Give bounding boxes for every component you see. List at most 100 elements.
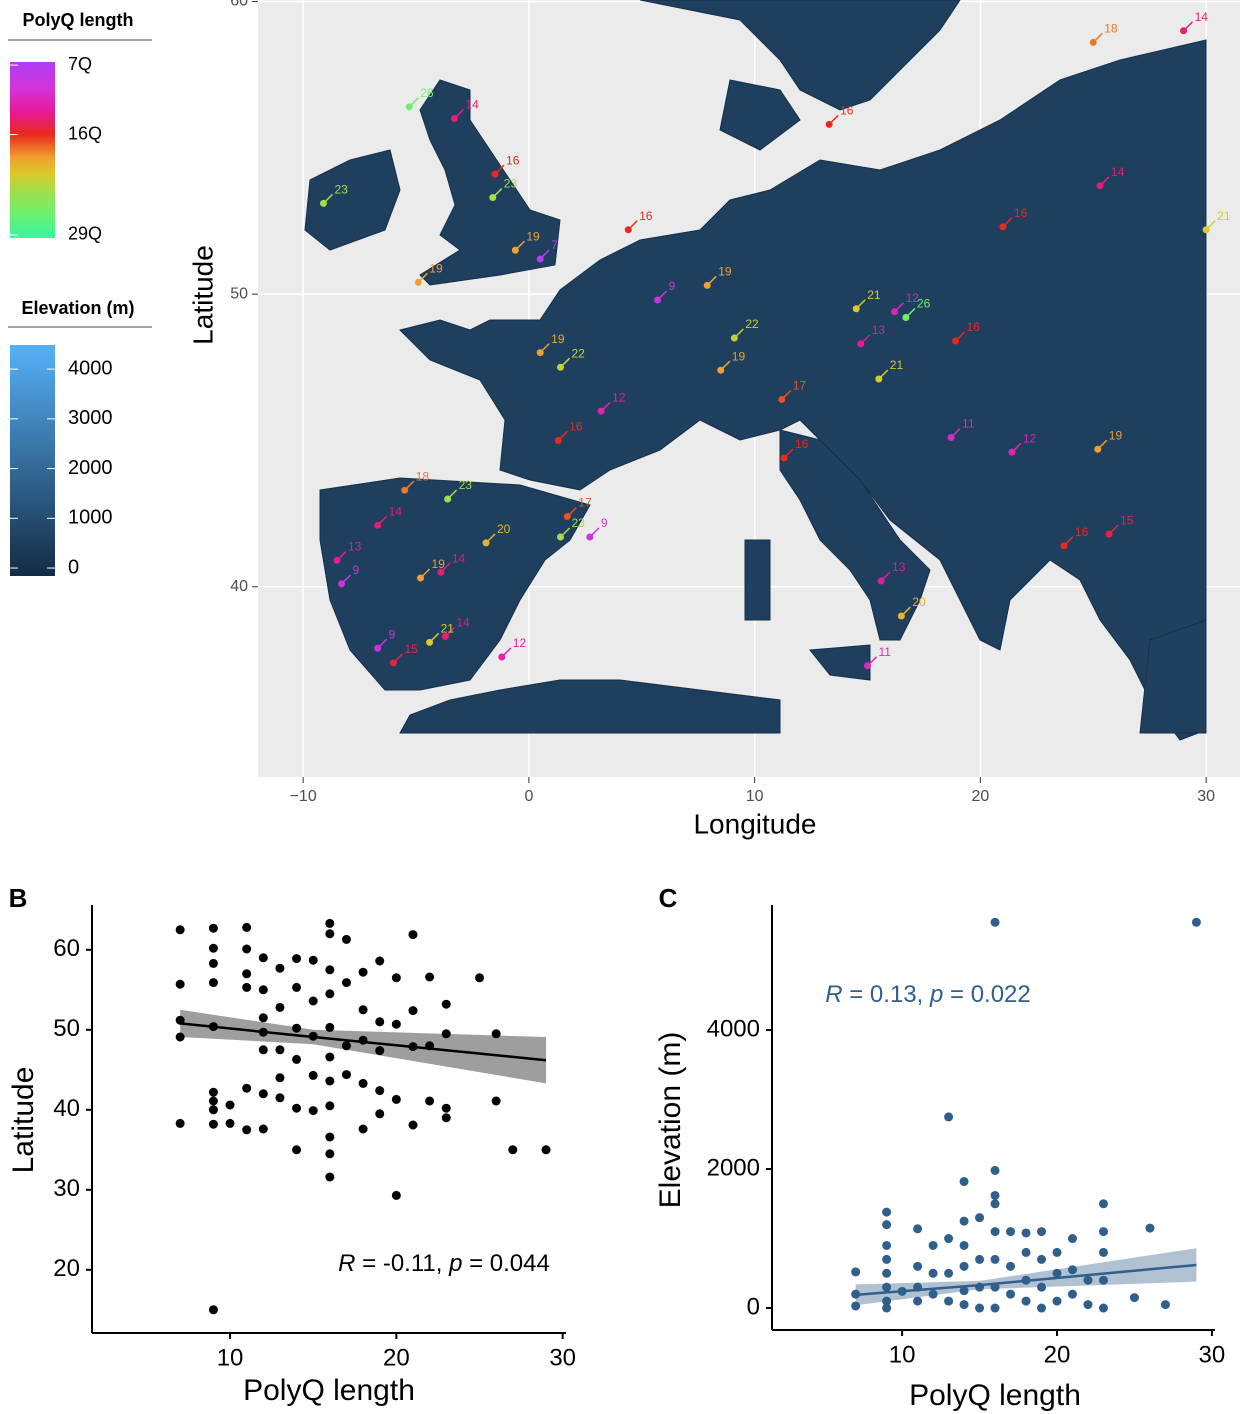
sample-point bbox=[952, 337, 959, 344]
data-point bbox=[309, 956, 318, 965]
data-point bbox=[425, 1097, 434, 1106]
polyq-label: 15 bbox=[1120, 513, 1134, 527]
data-point bbox=[442, 1104, 451, 1113]
data-point bbox=[292, 1055, 301, 1064]
data-point bbox=[1022, 1248, 1031, 1257]
data-point bbox=[275, 1003, 284, 1012]
polyq-label: 14 bbox=[389, 504, 403, 518]
data-point bbox=[991, 918, 1000, 927]
data-point bbox=[991, 1191, 1000, 1200]
data-point bbox=[325, 965, 334, 974]
y-tick-label: 30 bbox=[53, 1175, 80, 1202]
sample-point bbox=[778, 396, 785, 403]
polyq-label: 19 bbox=[429, 262, 443, 276]
sample-point bbox=[717, 367, 724, 374]
y-axis-title: Latitude bbox=[7, 1067, 40, 1174]
data-point bbox=[1068, 1265, 1077, 1274]
x-tick-label: 10 bbox=[746, 788, 764, 805]
data-point bbox=[913, 1297, 922, 1306]
data-point bbox=[242, 969, 251, 978]
data-point bbox=[929, 1269, 938, 1278]
sample-point bbox=[1097, 182, 1104, 189]
data-point bbox=[325, 1149, 334, 1158]
correlation-annotation: R = 0.13, p = 0.022 bbox=[825, 981, 1031, 1008]
data-point bbox=[851, 1267, 860, 1276]
polyq-label: 16 bbox=[840, 104, 854, 118]
data-point bbox=[259, 985, 268, 994]
sample-point bbox=[891, 308, 898, 315]
data-point bbox=[1053, 1297, 1062, 1306]
sample-point bbox=[780, 455, 787, 462]
data-point bbox=[375, 1109, 384, 1118]
data-point bbox=[209, 924, 218, 933]
data-point bbox=[913, 1262, 922, 1271]
sample-point bbox=[598, 408, 605, 415]
data-point bbox=[242, 945, 251, 954]
data-point bbox=[882, 1220, 891, 1229]
polyq-label: 12 bbox=[1023, 431, 1037, 445]
data-point bbox=[275, 1073, 284, 1082]
legend-label: 0 bbox=[68, 556, 79, 578]
polyq-label: 11 bbox=[879, 645, 892, 659]
data-point bbox=[392, 1095, 401, 1104]
data-point bbox=[342, 1070, 351, 1079]
data-point bbox=[944, 1234, 953, 1243]
data-point bbox=[508, 1145, 517, 1154]
data-point bbox=[1099, 1276, 1108, 1285]
figure: −100102030405060LongitudeLatitude1614261… bbox=[0, 0, 1240, 1414]
polyq-label: 16 bbox=[569, 420, 583, 434]
data-point bbox=[375, 1017, 384, 1026]
data-point bbox=[1083, 1300, 1092, 1309]
sample-point bbox=[826, 121, 833, 128]
y-tick-label: 50 bbox=[230, 285, 248, 302]
sample-point bbox=[415, 279, 422, 286]
data-point bbox=[1037, 1227, 1046, 1236]
data-point bbox=[991, 1255, 1000, 1264]
data-point bbox=[176, 1033, 185, 1042]
polyq-label: 23 bbox=[572, 516, 586, 530]
data-point bbox=[292, 1104, 301, 1113]
x-tick-label: −10 bbox=[290, 788, 317, 805]
data-point bbox=[275, 964, 284, 973]
annotation-part: = 0.044 bbox=[462, 1250, 549, 1277]
sample-point bbox=[902, 314, 909, 321]
sample-point bbox=[1008, 449, 1015, 456]
sample-point bbox=[483, 539, 490, 546]
data-point bbox=[325, 1133, 334, 1142]
polyq-label: 26 bbox=[420, 86, 434, 100]
data-point bbox=[425, 973, 434, 982]
sample-point bbox=[417, 574, 424, 581]
x-axis-title: Longitude bbox=[693, 808, 816, 839]
data-point bbox=[209, 1305, 218, 1314]
polyq-label: 16 bbox=[506, 153, 520, 167]
y-axis-title: Elevation (m) bbox=[654, 1032, 687, 1209]
polyq-label: 9 bbox=[389, 627, 396, 641]
polyq-label: 16 bbox=[967, 320, 981, 334]
polyq-label: 17 bbox=[793, 379, 807, 393]
data-point bbox=[1006, 1227, 1015, 1236]
sample-point bbox=[1094, 446, 1101, 453]
data-point bbox=[492, 1097, 501, 1106]
y-axis-title: Latitude bbox=[187, 245, 218, 345]
sample-point bbox=[537, 256, 544, 263]
polyq-label: 21 bbox=[867, 288, 881, 302]
data-point bbox=[342, 978, 351, 987]
polyq-label: 14 bbox=[1195, 10, 1209, 24]
sample-point bbox=[555, 437, 562, 444]
polyq-label: 14 bbox=[452, 551, 466, 565]
data-point bbox=[392, 1191, 401, 1200]
data-point bbox=[1068, 1234, 1077, 1243]
data-point bbox=[309, 1071, 318, 1080]
data-point bbox=[259, 1013, 268, 1022]
data-point bbox=[359, 1079, 368, 1088]
polyq-label: 21 bbox=[441, 622, 455, 636]
legend-label: 2000 bbox=[68, 457, 113, 479]
annotation-part: = 0.022 bbox=[943, 981, 1030, 1008]
data-point bbox=[960, 1300, 969, 1309]
sample-point bbox=[374, 522, 381, 529]
sample-point bbox=[948, 434, 955, 441]
data-point bbox=[292, 1145, 301, 1154]
legend-title: PolyQ length bbox=[22, 10, 133, 30]
annotation-part: = 0.13, bbox=[843, 981, 930, 1008]
x-axis-title: PolyQ length bbox=[909, 1379, 1081, 1412]
